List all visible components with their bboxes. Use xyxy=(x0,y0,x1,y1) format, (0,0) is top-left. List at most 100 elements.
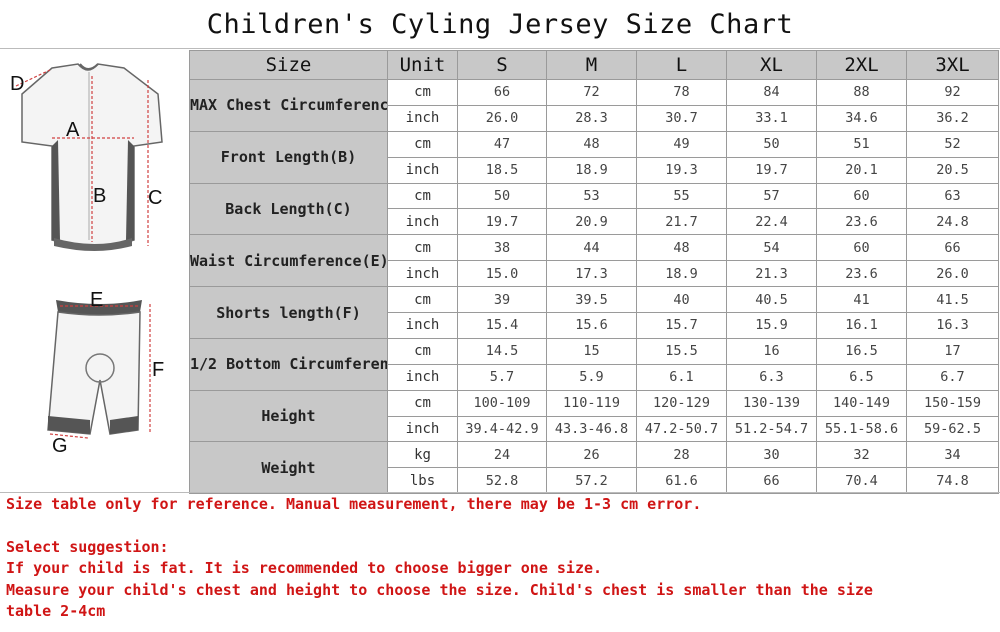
value-cell: 40.5 xyxy=(726,286,817,314)
unit-cell: cm xyxy=(387,182,458,210)
table-row: 1/2 Bottom Circumference(G)cm14.51515.51… xyxy=(189,337,999,391)
value-cell: 15 xyxy=(546,337,637,365)
value-cell: 110-119 xyxy=(546,389,637,417)
value-cell: 72 xyxy=(546,79,637,106)
value-cell: 39.5 xyxy=(546,286,637,314)
value-cell: 28 xyxy=(636,441,727,469)
table-row: inch 5.7 5.9 6.1 6.3 6.5 6.7 xyxy=(190,363,999,391)
unit-cell: inch xyxy=(387,104,458,132)
value-cell: 28.3 xyxy=(546,104,637,132)
unit-cell: inch xyxy=(387,260,458,288)
value-cell: 6.1 xyxy=(636,363,727,391)
value-cell: 61.6 xyxy=(636,467,727,495)
unit-cell: kg xyxy=(387,441,458,469)
value-cell: 19.3 xyxy=(636,156,727,184)
value-cell: 66 xyxy=(906,234,999,262)
value-cell: 40 xyxy=(636,286,727,314)
measurement-label: Front Length(B) xyxy=(189,130,388,184)
unit-cell: cm xyxy=(387,286,458,314)
value-cell: 16.5 xyxy=(816,337,907,365)
label-d: D xyxy=(10,73,24,95)
note-select-heading: Select suggestion: xyxy=(6,537,169,556)
value-cell: 17 xyxy=(906,337,999,365)
value-cell: 150-159 xyxy=(906,389,999,417)
size-table: Size Unit S M L XL 2XL 3XL MAX Chest Cir… xyxy=(189,50,999,495)
measurement-label: MAX Chest Circumference(A) xyxy=(189,79,388,132)
label-c: C xyxy=(148,187,162,209)
value-cell: 74.8 xyxy=(906,467,999,495)
label-a: A xyxy=(66,119,80,141)
unit-cell: cm xyxy=(387,130,458,158)
value-cell: 51 xyxy=(816,130,907,158)
label-b: B xyxy=(93,185,106,207)
measurement-label: Weight xyxy=(189,441,388,495)
value-cell: 18.5 xyxy=(457,156,547,184)
unit-cell: lbs xyxy=(387,467,458,495)
value-cell: 14.5 xyxy=(457,337,547,365)
value-cell: 48 xyxy=(636,234,727,262)
value-cell: 6.3 xyxy=(726,363,817,391)
value-cell: 52 xyxy=(906,130,999,158)
value-cell: 5.7 xyxy=(457,363,547,391)
page-title: Children's Cyling Jersey Size Chart xyxy=(206,8,794,40)
size-xl-header: XL xyxy=(726,50,817,80)
value-cell: 6.5 xyxy=(816,363,907,391)
measurement-label: 1/2 Bottom Circumference(G) xyxy=(189,337,388,391)
value-cell: 16.1 xyxy=(816,312,907,339)
value-cell: 44 xyxy=(546,234,637,262)
value-cell: 78 xyxy=(636,79,727,106)
table-row: inch 19.7 20.9 21.7 22.4 23.6 24.8 xyxy=(190,208,999,236)
jersey-figure: D A B C xyxy=(10,63,163,251)
table-row: lbs 52.8 57.2 61.6 66 70.4 74.8 xyxy=(190,467,999,495)
value-cell: 70.4 xyxy=(816,467,907,495)
size-header: Size xyxy=(189,50,388,80)
value-cell: 50 xyxy=(726,130,817,158)
value-cell: 16 xyxy=(726,337,817,365)
value-cell: 50 xyxy=(457,182,547,210)
note-fat-suggestion: If your child is fat. It is recommended … xyxy=(6,559,603,577)
size-s-header: S xyxy=(457,50,547,80)
value-cell: 60 xyxy=(816,182,907,210)
garment-illustration: D A B C E F G xyxy=(10,63,164,457)
label-e: E xyxy=(90,289,103,311)
value-cell: 47.2-50.7 xyxy=(636,415,727,443)
table-row: Weight kg 24 26 28 30 32 34 xyxy=(189,441,999,495)
value-cell: 63 xyxy=(906,182,999,210)
note-reference: Size table only for reference. Manual me… xyxy=(6,495,702,513)
unit-cell: inch xyxy=(387,415,458,443)
value-cell: 47 xyxy=(457,130,547,158)
value-cell: 6.7 xyxy=(906,363,999,391)
value-cell: 5.9 xyxy=(546,363,637,391)
value-cell: 33.1 xyxy=(726,104,817,132)
note-measure-suggestion-cont: table 2-4cm xyxy=(6,602,106,620)
table-row: inch 39.4-42.9 43.3-46.8 47.2-50.7 51.2-54.7… xyxy=(190,415,999,443)
title-divider xyxy=(0,48,1000,49)
value-cell: 100-109 xyxy=(457,389,547,417)
value-cell: 20.5 xyxy=(906,156,999,184)
value-cell: 21.3 xyxy=(726,260,817,288)
value-cell: 26.0 xyxy=(457,104,547,132)
unit-cell: inch xyxy=(387,363,458,391)
value-cell: 18.9 xyxy=(636,260,727,288)
unit-cell: inch xyxy=(387,208,458,236)
value-cell: 55.1-58.6 xyxy=(816,415,907,443)
table-row: Front Length(B) cm 47 48 49 50 51 52 xyxy=(189,130,999,184)
value-cell: 18.9 xyxy=(546,156,637,184)
value-cell: 66 xyxy=(457,79,547,106)
value-cell: 23.6 xyxy=(816,260,907,288)
unit-header: Unit xyxy=(387,50,458,80)
size-3xl-header: 3XL xyxy=(906,50,999,80)
table-row: inch 18.5 18.9 19.3 19.7 20.1 20.5 xyxy=(190,156,999,184)
unit-cell: cm xyxy=(387,337,458,365)
unit-cell: cm xyxy=(387,234,458,262)
table-row: Waist Circumference(E) cm 38 44 48 54 60 66 xyxy=(189,234,999,288)
notes-section: Size table only for reference. Manual me… xyxy=(6,494,996,630)
unit-cell: cm xyxy=(387,389,458,417)
value-cell: 48 xyxy=(546,130,637,158)
value-cell: 15.4 xyxy=(457,312,547,339)
value-cell: 60 xyxy=(816,234,907,262)
value-cell: 36.2 xyxy=(906,104,999,132)
value-cell: 39 xyxy=(457,286,547,314)
value-cell: 15.7 xyxy=(636,312,727,339)
